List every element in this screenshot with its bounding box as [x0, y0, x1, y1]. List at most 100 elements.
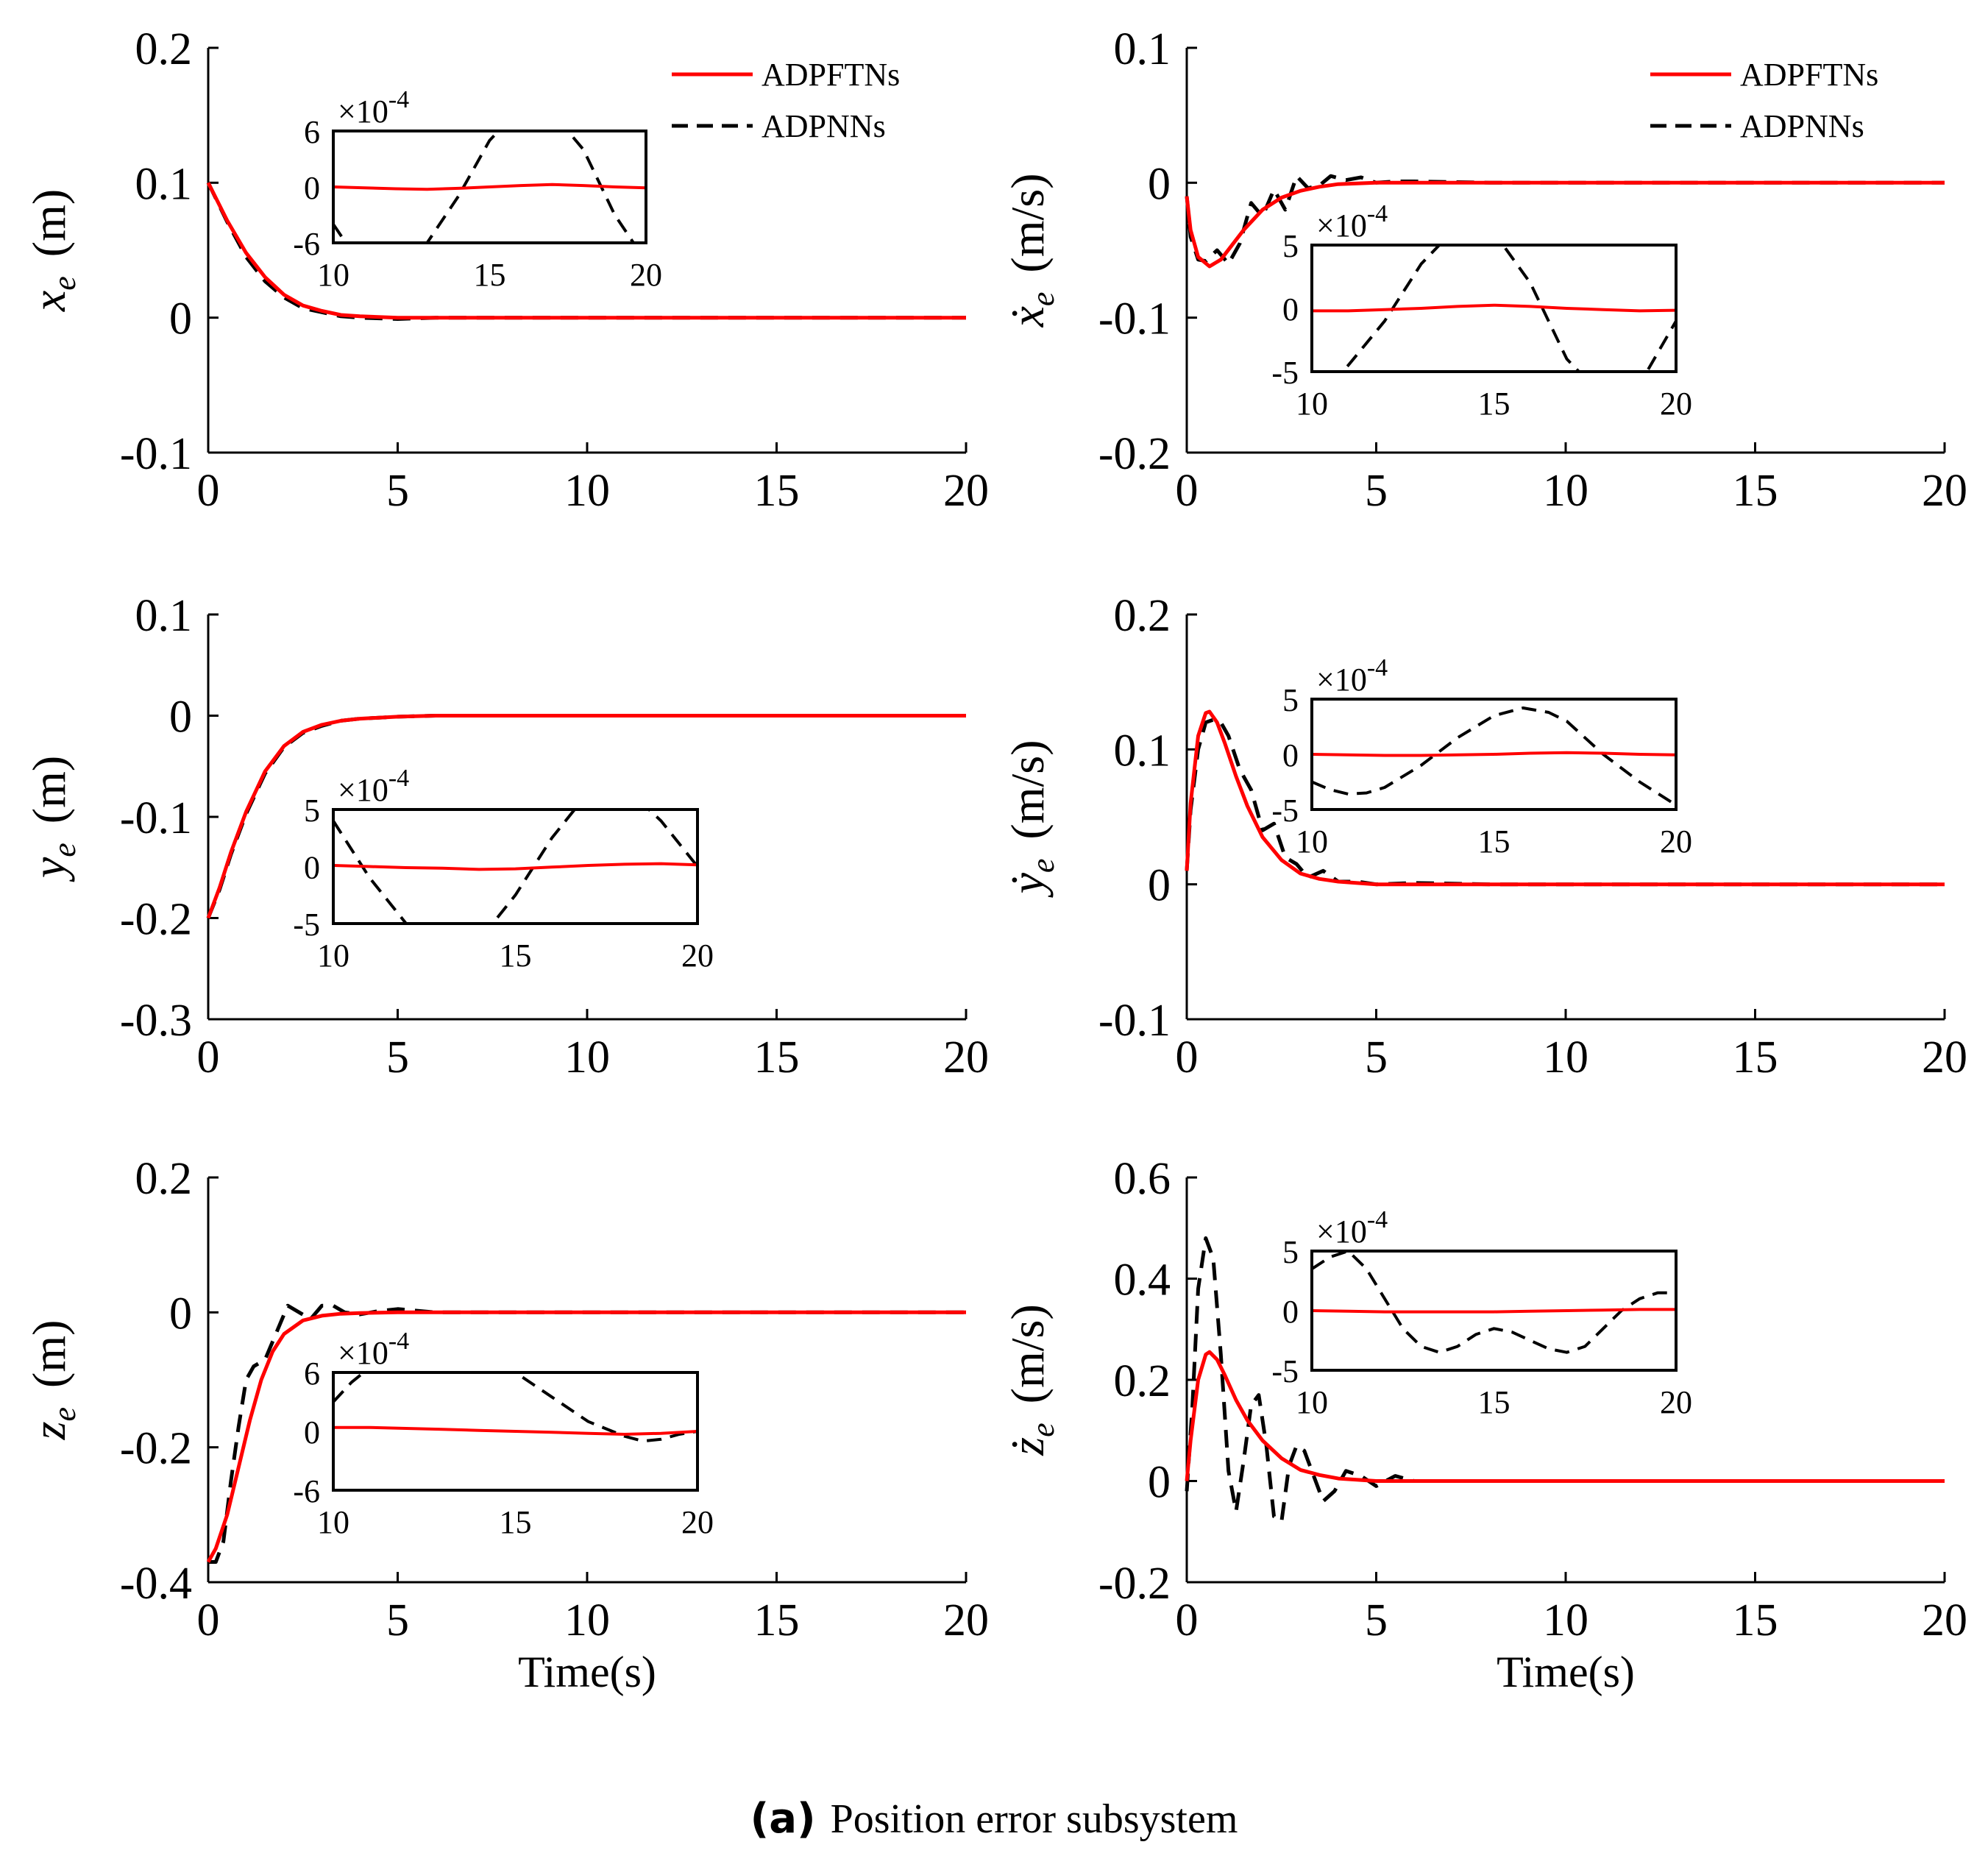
y-tick-label: 0.1: [135, 159, 193, 209]
panel-ze: 0 5 10 15 20-0.4-0.200.2ze(m)Time(s)10 15 20-6…: [23, 1154, 989, 1696]
x-tick-label: 15: [754, 466, 800, 516]
inset-y-tick-label: 0: [304, 1414, 320, 1450]
inset-series-line-adpnns: [1312, 1251, 1676, 1354]
inset-series-line-adpftns: [1312, 751, 1676, 757]
inset-y-tick-label: 5: [1282, 1234, 1299, 1270]
x-tick-label: 0: [1176, 466, 1199, 516]
inset-y-tick-label: -5: [1271, 793, 1299, 829]
y-tick-label: -0.2: [120, 1424, 192, 1474]
caption-text: Position error subsystem: [831, 1796, 1238, 1842]
inset-frame: [332, 1371, 699, 1492]
legend-label-adpftns: ADPFTNs: [762, 57, 900, 93]
panel-ze_dot: 0 5 10 15 20-0.200.20.40.6że(m/s)Time(s)10 1…: [1001, 1154, 1967, 1696]
inset-ze: 10 15 20 -6 0 6 ×10-4: [293, 1328, 714, 1540]
inset-x-tick-label: 10: [317, 257, 349, 293]
y-tick-label: 0.2: [135, 24, 193, 74]
x-tick-label: 15: [1733, 466, 1778, 516]
x-axis-label: Time(s): [1497, 1648, 1635, 1696]
legend: ADPFTNs ADPNNs: [672, 57, 900, 144]
inset-lines: [333, 1372, 697, 1443]
inset-multiplier: ×10-4: [1316, 1206, 1388, 1250]
y-tick-label: 0.2: [135, 1154, 193, 1204]
inset-x-tick-label: 20: [630, 257, 662, 293]
inset-series-line-adpftns: [1312, 303, 1676, 313]
y-tick-label: 0: [1148, 159, 1171, 209]
inset-lines: [333, 131, 646, 243]
inset-series-line-adpftns: [333, 862, 697, 871]
figure-caption: (a) Position error subsystem: [750, 1795, 1238, 1843]
series-line-adpftns: [1185, 180, 1945, 269]
x-tick-label: 20: [943, 466, 989, 516]
y-tick-label: -0.2: [1098, 1559, 1171, 1609]
inset-x-tick-label: 20: [1660, 1384, 1692, 1420]
x-tick-label: 5: [386, 466, 409, 516]
inset-y-tick-label: 0: [1282, 1294, 1299, 1330]
inset-series-line-adpftns: [333, 1425, 697, 1436]
y-tick-label: -0.1: [1098, 996, 1171, 1046]
series-line-adpftns: [206, 182, 966, 320]
y-tick-label: 0.2: [1114, 1356, 1171, 1406]
series-line-adpnns: [1185, 1236, 1945, 1523]
inset-frame: [332, 808, 699, 925]
x-tick-label: 20: [1922, 466, 1967, 516]
y-axis-label: ye(m): [23, 756, 82, 882]
y-tick-label: -0.3: [120, 996, 192, 1046]
x-tick-label: 5: [386, 1595, 409, 1645]
inset-multiplier: ×10-4: [338, 765, 409, 808]
inset-x-tick-label: 10: [1296, 1384, 1328, 1420]
inset-xe_dot: 10 15 20 -5 0 5 ×10-4: [1271, 200, 1692, 422]
y-tick-label: -0.2: [120, 895, 192, 945]
inset-lines: [1312, 1251, 1676, 1354]
inset-y-tick-label: -5: [1271, 355, 1299, 391]
inset-ye_dot: 10 15 20 -5 0 5 ×10-4: [1271, 654, 1692, 860]
series-line-adpnns: [208, 1303, 966, 1564]
x-tick-label: 15: [754, 1032, 800, 1083]
inset-frame: [1310, 698, 1678, 811]
x-tick-label: 10: [1543, 466, 1588, 516]
inset-x-tick-label: 15: [474, 257, 506, 293]
inset-frame: [1310, 1250, 1678, 1372]
inset-x-tick-label: 15: [1478, 823, 1510, 860]
x-tick-label: 10: [1543, 1595, 1588, 1645]
x-tick-label: 0: [197, 1032, 220, 1083]
inset-x-tick-label: 20: [681, 1504, 714, 1540]
inset-y-tick-label: 5: [1282, 682, 1299, 718]
inset-frame: [332, 130, 647, 244]
x-tick-label: 20: [1922, 1595, 1967, 1645]
caption-label: (a): [750, 1795, 816, 1843]
series-line-adpftns: [206, 714, 966, 919]
y-tick-label: -0.2: [1098, 429, 1171, 479]
inset-x-tick-label: 15: [500, 938, 532, 974]
inset-y-tick-label: 0: [304, 850, 320, 886]
x-tick-label: 5: [1365, 1595, 1388, 1645]
x-tick-label: 20: [943, 1032, 989, 1083]
inset-ye: 10 15 20 -5 0 5 ×10-4: [293, 765, 714, 974]
y-tick-label: -0.1: [120, 793, 192, 843]
x-tick-label: 10: [564, 466, 610, 516]
inset-y-tick-label: 5: [304, 793, 320, 829]
inset-y-tick-label: 0: [304, 170, 320, 206]
inset-y-tick-label: 0: [1282, 737, 1299, 773]
inset-multiplier: ×10-4: [1316, 200, 1388, 244]
x-tick-label: 20: [943, 1595, 989, 1645]
y-axis-label: ze(m): [23, 1320, 82, 1441]
inset-y-tick-label: 6: [304, 114, 320, 150]
inset-series-line-adpftns: [333, 183, 646, 191]
x-tick-label: 20: [1922, 1032, 1967, 1083]
y-tick-label: 0: [1148, 1458, 1171, 1508]
panel-xe: 0 5 10 15 20-0.100.10.2xe(m)10 15 20-606×10-4A…: [23, 24, 989, 516]
x-tick-label: 0: [197, 1595, 220, 1645]
y-axis-label: ẋe(m/s): [1001, 173, 1061, 327]
inset-x-tick-label: 20: [1660, 386, 1692, 422]
inset-series-line-adpnns: [333, 131, 636, 243]
inset-x-tick-label: 10: [1296, 386, 1328, 422]
y-tick-label: 0: [169, 294, 192, 344]
inset-ze_dot: 10 15 20 -5 0 5 ×10-4: [1271, 1206, 1692, 1420]
y-axis-label: xe(m): [23, 189, 82, 312]
y-tick-label: 0.1: [1114, 24, 1171, 74]
inset-multiplier: ×10-4: [1316, 654, 1388, 698]
x-tick-label: 0: [197, 466, 220, 516]
panel-xe_dot: 0 5 10 15 20 -0.2 -0.1 0 0.1 ẋe(m/s) 10 15 20 -5 0 5 ×1…: [1001, 24, 1967, 516]
x-tick-label: 10: [564, 1595, 610, 1645]
